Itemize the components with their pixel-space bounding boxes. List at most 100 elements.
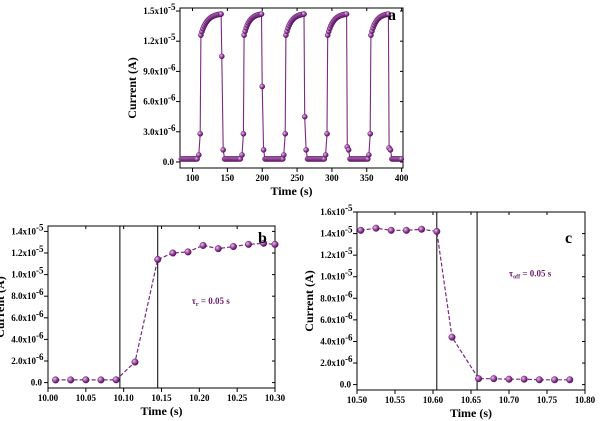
panel-label-b: b [258, 230, 267, 247]
y-tick-exponent: -5 [168, 2, 176, 12]
data-point [282, 130, 289, 137]
x-tick-label: 10.25 [227, 393, 248, 403]
x-tick-label: 10.60 [423, 395, 444, 405]
data-point [385, 11, 392, 17]
y-tick-label: 6.0x10 [11, 313, 36, 323]
y-tick-label: 1.0x10 [320, 272, 345, 282]
data-point [324, 130, 330, 137]
data-point [112, 376, 120, 384]
x-tick-label: 10.80 [575, 395, 596, 405]
y-tick-label: 1.2x10 [320, 250, 345, 260]
y-tick-exponent: -5 [36, 244, 44, 254]
data-point [566, 376, 574, 384]
plot-frame [47, 225, 276, 389]
y-tick-label: 6.0x10 [143, 97, 168, 107]
data-point [240, 130, 247, 137]
x-axis-label: Time (s) [140, 404, 182, 418]
data-point [301, 113, 308, 120]
y-tick-exponent: -5 [36, 266, 44, 276]
data-point [245, 240, 253, 248]
y-tick-label: 1.5x10 [143, 6, 168, 16]
data-point [535, 376, 543, 384]
data-point [303, 147, 309, 153]
y-tick-exponent: -5 [36, 222, 44, 232]
data-point [387, 147, 394, 153]
x-tick-label: 10.50 [347, 395, 368, 405]
data-point [366, 152, 372, 158]
y-tick-exponent: -6 [345, 289, 353, 299]
data-point [281, 152, 287, 158]
y-tick-label: 6.0x10 [320, 315, 345, 325]
data-point [220, 147, 227, 153]
x-tick-label: 10.05 [76, 393, 97, 403]
y-tick-label: 1.2x10 [143, 36, 168, 46]
data-point [219, 53, 225, 60]
data-point [260, 239, 268, 247]
data-point [97, 376, 105, 384]
panel-label-c: c [565, 230, 572, 247]
y-tick-exponent: -6 [168, 93, 176, 103]
data-point [82, 376, 90, 384]
y-tick-exponent: -5 [345, 225, 353, 235]
y-tick-label: 1.0x10 [11, 270, 36, 280]
x-tick-label: 10.15 [151, 393, 172, 403]
y-tick-label: 0.0 [163, 157, 175, 167]
x-tick-label: 300 [325, 173, 339, 183]
data-point [52, 376, 60, 384]
y-tick-exponent: -5 [345, 203, 353, 213]
y-axis-label: Current (A) [0, 276, 7, 337]
y-tick-exponent: -6 [345, 332, 353, 342]
x-tick-label: 10.55 [385, 395, 406, 405]
y-tick-label: 1.2x10 [11, 248, 36, 258]
y-tick-exponent: -6 [36, 309, 44, 319]
data-point [218, 11, 224, 17]
x-tick-label: 10.00 [38, 393, 59, 403]
data-point [229, 243, 237, 251]
data-point [475, 375, 483, 383]
x-tick-label: 10.70 [499, 395, 520, 405]
data-point [387, 226, 395, 234]
data-point [258, 11, 265, 17]
y-tick-label: 9.0x10 [143, 66, 168, 76]
y-tick-exponent: -6 [168, 123, 176, 133]
series-line [360, 227, 570, 381]
data-point [271, 240, 279, 248]
data-point [357, 226, 365, 234]
y-tick-label: 1.4x10 [320, 229, 345, 239]
y-tick-exponent: -5 [345, 268, 353, 278]
data-point [345, 147, 352, 153]
y-tick-exponent: -6 [36, 330, 44, 340]
y-tick-exponent: -6 [345, 311, 353, 321]
data-point [372, 224, 380, 232]
data-point [131, 358, 139, 366]
plot-frame [356, 211, 586, 391]
data-point [154, 255, 162, 263]
data-point [199, 241, 207, 249]
y-tick-label: 0.0 [31, 378, 43, 388]
y-tick-exponent: -5 [168, 32, 176, 42]
data-point [433, 227, 441, 235]
data-point [402, 226, 410, 234]
y-tick-exponent: -5 [345, 246, 353, 256]
y-axis-label: Current (A) [125, 57, 139, 118]
data-point [260, 147, 267, 153]
x-tick-label: 10.75 [537, 395, 558, 405]
panel-c: 10.50 10.55 10.60 10.65 10.70 10.75 10.80 0.0 2.… [302, 203, 596, 420]
x-axis-label: Time (s) [450, 406, 492, 420]
y-tick-label: 8.0x10 [320, 293, 345, 303]
panel-label-a: a [388, 7, 396, 24]
x-axis-label: Time (s) [270, 184, 312, 198]
x-tick-label: 10.30 [265, 393, 286, 403]
y-tick-label: 3.0x10 [143, 127, 168, 137]
y-tick-exponent: -6 [36, 352, 44, 362]
x-tick-label: 10.65 [461, 395, 482, 405]
x-tick-label: 250 [290, 173, 304, 183]
data-point [448, 333, 456, 341]
y-axis-label: Current (A) [302, 270, 316, 331]
x-tick-label: 100 [186, 173, 200, 183]
data-point [67, 376, 75, 384]
plot-frame [179, 7, 404, 169]
x-tick-label: 350 [360, 173, 374, 183]
response-time-annotation: τoff = 0.05 s [509, 269, 552, 281]
